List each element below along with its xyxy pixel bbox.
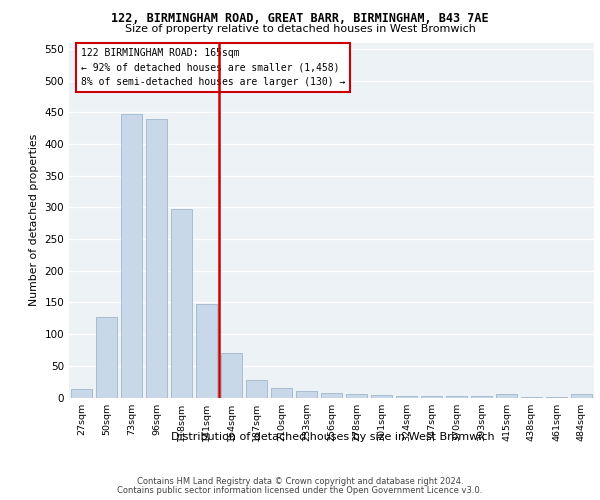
- Text: Size of property relative to detached houses in West Bromwich: Size of property relative to detached ho…: [125, 24, 475, 34]
- Bar: [546, 397, 567, 398]
- Bar: [71, 390, 92, 398]
- Text: Contains public sector information licensed under the Open Government Licence v3: Contains public sector information licen…: [118, 486, 482, 495]
- Bar: [321, 393, 342, 398]
- Bar: [96, 317, 117, 398]
- Text: 122, BIRMINGHAM ROAD, GREAT BARR, BIRMINGHAM, B43 7AE: 122, BIRMINGHAM ROAD, GREAT BARR, BIRMIN…: [111, 12, 489, 25]
- Text: 122 BIRMINGHAM ROAD: 165sqm
← 92% of detached houses are smaller (1,458)
8% of s: 122 BIRMINGHAM ROAD: 165sqm ← 92% of det…: [80, 48, 345, 88]
- Text: Contains HM Land Registry data © Crown copyright and database right 2024.: Contains HM Land Registry data © Crown c…: [137, 478, 463, 486]
- Bar: [146, 118, 167, 398]
- Bar: [471, 396, 492, 398]
- Bar: [221, 353, 242, 398]
- Bar: [271, 388, 292, 398]
- Bar: [396, 396, 417, 398]
- Bar: [246, 380, 267, 398]
- Bar: [196, 304, 217, 398]
- Bar: [121, 114, 142, 398]
- Y-axis label: Number of detached properties: Number of detached properties: [29, 134, 39, 306]
- Bar: [171, 209, 192, 398]
- Bar: [571, 394, 592, 398]
- Bar: [521, 397, 542, 398]
- Bar: [371, 395, 392, 398]
- Bar: [421, 396, 442, 398]
- Bar: [446, 396, 467, 398]
- Text: Distribution of detached houses by size in West Bromwich: Distribution of detached houses by size …: [171, 432, 495, 442]
- Bar: [496, 394, 517, 398]
- Bar: [296, 391, 317, 398]
- Bar: [346, 394, 367, 398]
